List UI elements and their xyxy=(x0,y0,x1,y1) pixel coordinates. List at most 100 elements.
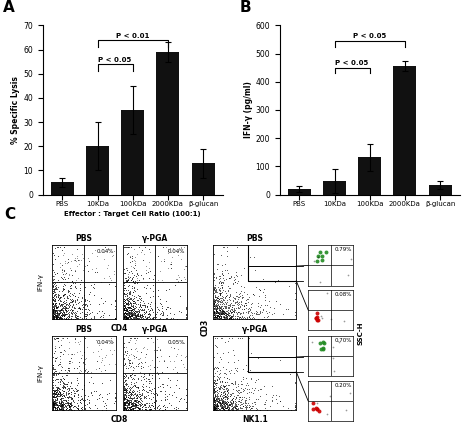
Point xyxy=(133,336,140,343)
Point xyxy=(229,386,237,393)
Point xyxy=(121,373,128,379)
Point xyxy=(215,308,222,315)
Point xyxy=(59,385,67,392)
Point xyxy=(219,385,227,392)
Point xyxy=(97,346,105,352)
Point xyxy=(122,399,129,406)
Point xyxy=(120,382,128,389)
Point xyxy=(70,406,78,413)
Point xyxy=(120,406,128,413)
Point xyxy=(49,399,56,406)
Point xyxy=(126,405,133,412)
Point xyxy=(261,302,269,309)
Point xyxy=(211,404,219,411)
Point xyxy=(135,401,143,408)
Point xyxy=(213,313,221,320)
Point xyxy=(312,404,320,411)
Point xyxy=(54,334,62,341)
Point xyxy=(211,377,219,384)
Point xyxy=(225,293,233,300)
Point xyxy=(142,400,149,407)
Point xyxy=(219,313,227,319)
Point xyxy=(154,347,161,354)
Point xyxy=(260,401,268,407)
Point xyxy=(54,315,61,322)
Point xyxy=(211,305,219,311)
Point xyxy=(54,307,61,314)
Point xyxy=(124,244,132,251)
Point xyxy=(67,305,74,312)
Point xyxy=(64,379,72,385)
Point xyxy=(81,406,88,413)
Point xyxy=(53,384,61,391)
Point xyxy=(234,401,242,407)
Point xyxy=(99,406,106,413)
Point xyxy=(210,271,218,277)
Point xyxy=(55,334,62,341)
Point xyxy=(226,368,233,374)
Point xyxy=(128,302,136,309)
Point xyxy=(142,304,149,310)
Point xyxy=(146,362,154,368)
Point xyxy=(83,262,91,269)
Point xyxy=(154,293,162,299)
Point xyxy=(62,310,70,317)
Point xyxy=(136,292,144,299)
Point xyxy=(319,346,327,353)
Point xyxy=(49,384,57,390)
Point xyxy=(234,392,242,398)
Point xyxy=(146,314,153,321)
Point xyxy=(78,394,86,401)
Point xyxy=(70,403,78,409)
Point xyxy=(128,400,136,407)
Point xyxy=(121,376,128,383)
Point xyxy=(64,381,71,387)
Point xyxy=(227,306,235,313)
Point xyxy=(103,391,110,398)
Point xyxy=(59,291,66,298)
Point xyxy=(127,404,135,411)
Point xyxy=(128,405,135,412)
Point xyxy=(212,405,219,412)
Point xyxy=(49,289,56,296)
Point xyxy=(136,394,143,401)
Point xyxy=(210,384,218,391)
Point xyxy=(55,313,63,320)
Point xyxy=(126,298,134,305)
Point xyxy=(70,256,77,263)
Point xyxy=(72,293,79,299)
Point xyxy=(134,393,141,399)
Point xyxy=(122,382,130,389)
Point xyxy=(131,398,139,405)
Point xyxy=(60,406,68,413)
Point xyxy=(217,396,224,403)
Point xyxy=(231,381,239,387)
Point xyxy=(214,309,221,316)
Point xyxy=(59,283,67,289)
Point xyxy=(139,363,146,370)
Point xyxy=(215,313,223,319)
Point xyxy=(234,304,242,311)
Point xyxy=(215,303,223,310)
Point xyxy=(53,313,60,320)
Point xyxy=(50,305,57,311)
Point xyxy=(176,245,183,252)
Point xyxy=(71,315,79,322)
Point xyxy=(65,367,73,374)
Point xyxy=(50,388,58,395)
Point xyxy=(134,398,141,404)
Point xyxy=(219,309,226,316)
Point xyxy=(121,349,129,356)
Point xyxy=(228,304,236,310)
Point xyxy=(161,255,168,262)
Point xyxy=(167,264,175,271)
Point xyxy=(229,308,237,314)
Point xyxy=(64,295,72,302)
Point xyxy=(212,301,220,308)
Point xyxy=(125,309,132,316)
Point xyxy=(215,312,222,319)
Point xyxy=(123,381,131,387)
Point xyxy=(133,398,141,405)
Point xyxy=(125,388,133,395)
Point xyxy=(228,334,236,341)
